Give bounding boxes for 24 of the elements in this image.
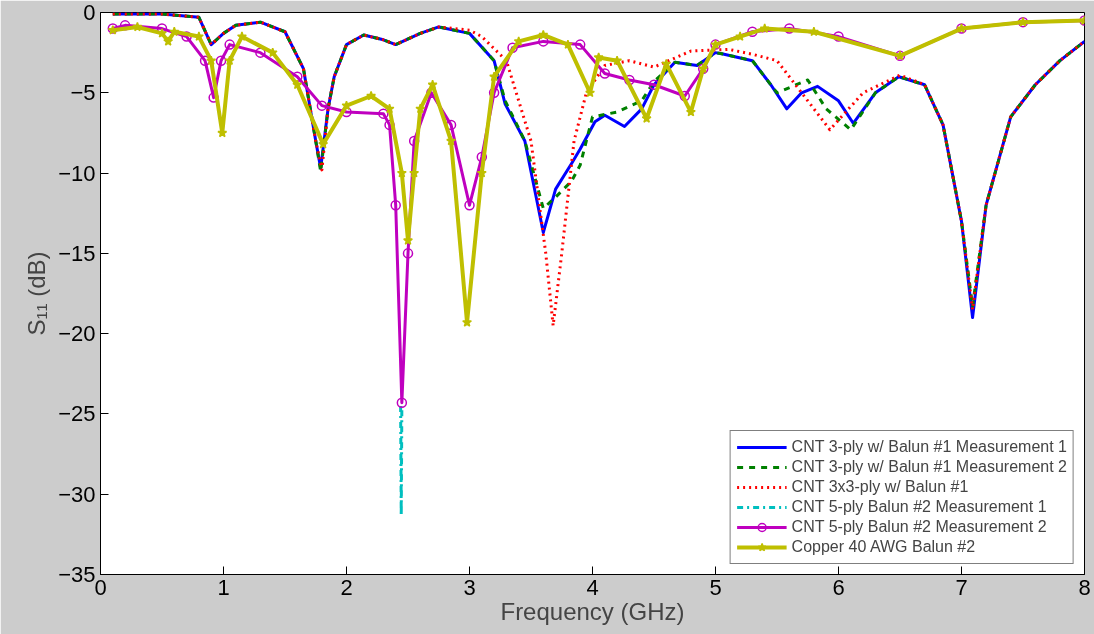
y-tick-label: 0 (83, 0, 96, 25)
y-tick-label: −15 (58, 240, 96, 266)
y-tick-label: −25 (58, 401, 96, 427)
legend-label: Copper 40 AWG Balun #2 (791, 538, 976, 556)
legend-label: CNT 3-ply w/ Balun #1 Measurement 1 (791, 438, 1067, 456)
legend-label: CNT 5-ply Balun #2 Measurement 1 (791, 498, 1047, 516)
x-tick-label: 6 (832, 574, 845, 600)
legend-label: CNT 3x3-ply w/ Balun #1 (791, 478, 969, 496)
y-tick-label: −35 (58, 562, 96, 587)
y-tick-label: −5 (70, 80, 96, 106)
x-tick-label: 5 (709, 574, 722, 600)
x-tick-label: 3 (463, 574, 476, 600)
x-tick-label: 8 (1078, 574, 1091, 600)
x-tick-label: 2 (340, 574, 353, 600)
x-tick-label: 4 (586, 574, 599, 600)
y-axis-title: S₁₁ (dB) (23, 251, 51, 336)
x-axis-title: Frequency (GHz) (500, 597, 685, 625)
y-tick-label: −20 (58, 321, 96, 347)
x-tick-label: 1 (217, 574, 230, 600)
y-tick-label: −10 (58, 160, 96, 186)
legend-label: CNT 3-ply w/ Balun #1 Measurement 2 (791, 458, 1067, 476)
x-tick-label: 7 (955, 574, 968, 600)
legend-label: CNT 5-ply Balun #2 Measurement 2 (791, 518, 1047, 536)
y-tick-label: −30 (58, 481, 96, 507)
